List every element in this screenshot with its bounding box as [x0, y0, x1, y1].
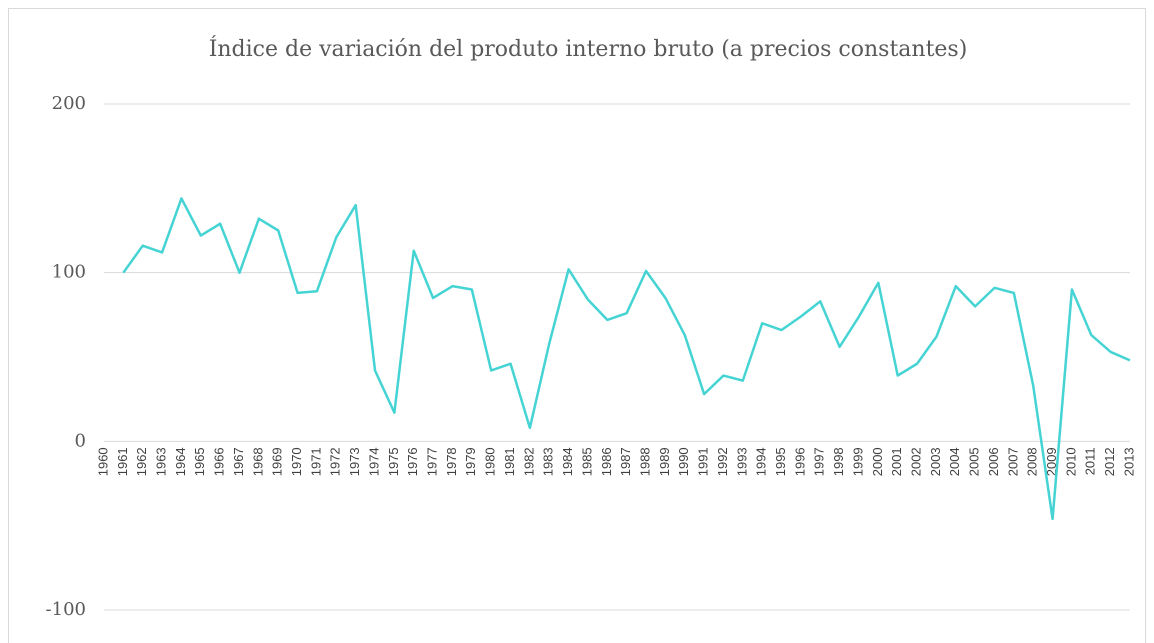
- x-tick-label: 2004: [947, 447, 962, 476]
- x-tick-label: 1981: [502, 447, 517, 476]
- x-tick-label: 1996: [792, 447, 807, 476]
- x-tick-label: 1986: [599, 447, 614, 476]
- x-tick-label: 1974: [366, 447, 381, 476]
- data-line: [122, 197, 1131, 521]
- x-tick-label: 1997: [812, 447, 827, 476]
- x-tick-label: 1978: [444, 447, 459, 476]
- x-tick-label: 1962: [134, 447, 149, 476]
- x-tick-label: 1982: [521, 447, 536, 476]
- x-tick-label: 2011: [1083, 447, 1098, 475]
- x-tick-label: 1966: [212, 447, 227, 476]
- x-tick-label: 1999: [850, 447, 865, 476]
- x-tick-label: 1991: [696, 447, 711, 476]
- x-tick-label: 1998: [831, 447, 846, 476]
- x-tick-label: 1961: [115, 447, 130, 476]
- x-tick-label: 1989: [657, 447, 672, 476]
- x-tick-label: 1994: [754, 447, 769, 476]
- x-tick-label: 1984: [560, 447, 575, 476]
- x-tick-label: 1993: [734, 447, 749, 476]
- x-tick-label: 2007: [1005, 447, 1020, 476]
- x-tick-label: 1983: [541, 447, 556, 476]
- x-tick-label: 2003: [928, 447, 943, 476]
- x-tick-label: 2005: [967, 447, 982, 476]
- x-tick-label: 1988: [637, 447, 652, 476]
- chart-border: [8, 8, 1146, 643]
- x-tick-label: 1967: [231, 447, 246, 476]
- x-tick-label: 1963: [154, 447, 169, 476]
- y-tick-label: 100: [52, 262, 86, 283]
- x-tick-label: 1975: [386, 447, 401, 476]
- y-tick-label: 200: [52, 93, 86, 114]
- x-tick-label: 1990: [676, 447, 691, 476]
- x-tick-label: 1970: [289, 447, 304, 476]
- x-tick-label: 1976: [405, 447, 420, 476]
- x-tick-label: 2006: [986, 447, 1001, 476]
- x-tick-label: 2000: [870, 447, 885, 476]
- x-tick-label: 1964: [173, 447, 188, 476]
- x-tick-label: 1969: [270, 447, 285, 476]
- x-tick-label: 1992: [715, 447, 730, 476]
- x-tick-label: 1979: [463, 447, 478, 476]
- x-tick-label: 1971: [308, 447, 323, 476]
- x-tick-label: 1987: [618, 447, 633, 476]
- x-tick-label: 1965: [192, 447, 207, 476]
- x-tick-label: 1980: [483, 447, 498, 476]
- x-tick-label: 2013: [1121, 447, 1136, 476]
- x-tick-label: 1995: [773, 447, 788, 476]
- x-tick-label: 1985: [579, 447, 594, 476]
- x-tick-label: 1977: [425, 447, 440, 476]
- x-tick-label: 2010: [1063, 447, 1078, 476]
- x-tick-label: 2009: [1044, 447, 1059, 476]
- x-tick-label: 2012: [1102, 447, 1117, 476]
- x-tick-label: 1972: [328, 447, 343, 476]
- y-tick-label: -100: [46, 599, 86, 620]
- x-tick-label: 1973: [347, 447, 362, 476]
- x-tick-label: 1960: [95, 447, 110, 476]
- y-tick-label: 0: [75, 430, 86, 451]
- x-tick-label: 2008: [1025, 447, 1040, 476]
- chart-title: Índice de variación del produto interno …: [209, 35, 968, 62]
- x-tick-label: 2002: [908, 447, 923, 476]
- x-tick-label: 1968: [250, 447, 265, 476]
- x-tick-label: 2001: [889, 447, 904, 476]
